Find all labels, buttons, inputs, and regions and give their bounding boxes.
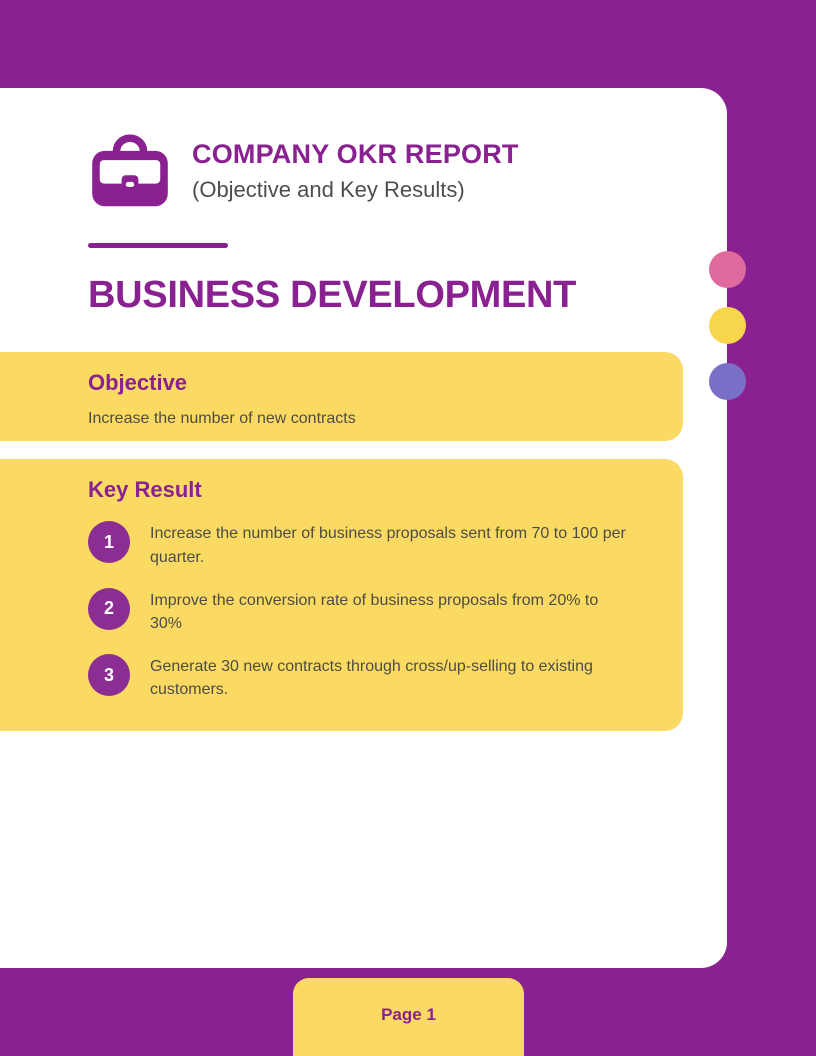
key-result-box: Key Result 1 Increase the number of busi… — [0, 459, 683, 731]
objective-box: Objective Increase the number of new con… — [0, 352, 683, 441]
key-result-heading: Key Result — [88, 477, 202, 502]
key-result-list: 1 Increase the number of business propos… — [88, 521, 683, 701]
key-result-text: Improve the conversion rate of business … — [150, 591, 599, 632]
briefcase-icon — [92, 134, 168, 207]
decor-circle-violet — [709, 363, 746, 400]
report-title: COMPANY OKR REPORT — [192, 139, 519, 170]
header-text: COMPANY OKR REPORT (Objective and Key Re… — [192, 139, 519, 202]
objective-heading: Objective — [88, 370, 188, 395]
key-result-number-badge: 3 — [88, 654, 130, 697]
page-number-tab: Page 1 — [293, 978, 524, 1056]
key-result-item: 1 Increase the number of business propos… — [88, 521, 683, 568]
report-header: COMPANY OKR REPORT (Objective and Key Re… — [88, 130, 519, 212]
key-result-item: 3 Generate 30 new contracts through cros… — [88, 654, 683, 701]
key-result-number-badge: 2 — [88, 587, 130, 630]
objective-text: Increase the number of new contracts — [88, 410, 356, 428]
key-result-number-badge: 1 — [88, 521, 130, 564]
page-number-label: Page 1 — [381, 1005, 436, 1024]
accent-divider — [88, 243, 228, 248]
decor-circle-pink — [709, 251, 746, 288]
key-result-item: 2 Improve the conversion rate of busines… — [88, 587, 683, 635]
report-subtitle: (Objective and Key Results) — [192, 177, 465, 203]
key-result-text: Generate 30 new contracts through cross/… — [150, 658, 593, 699]
key-result-text: Increase the number of business proposal… — [150, 525, 626, 566]
section-title: BUSINESS DEVELOPMENT — [88, 274, 577, 316]
decor-circle-yellow — [709, 307, 746, 344]
